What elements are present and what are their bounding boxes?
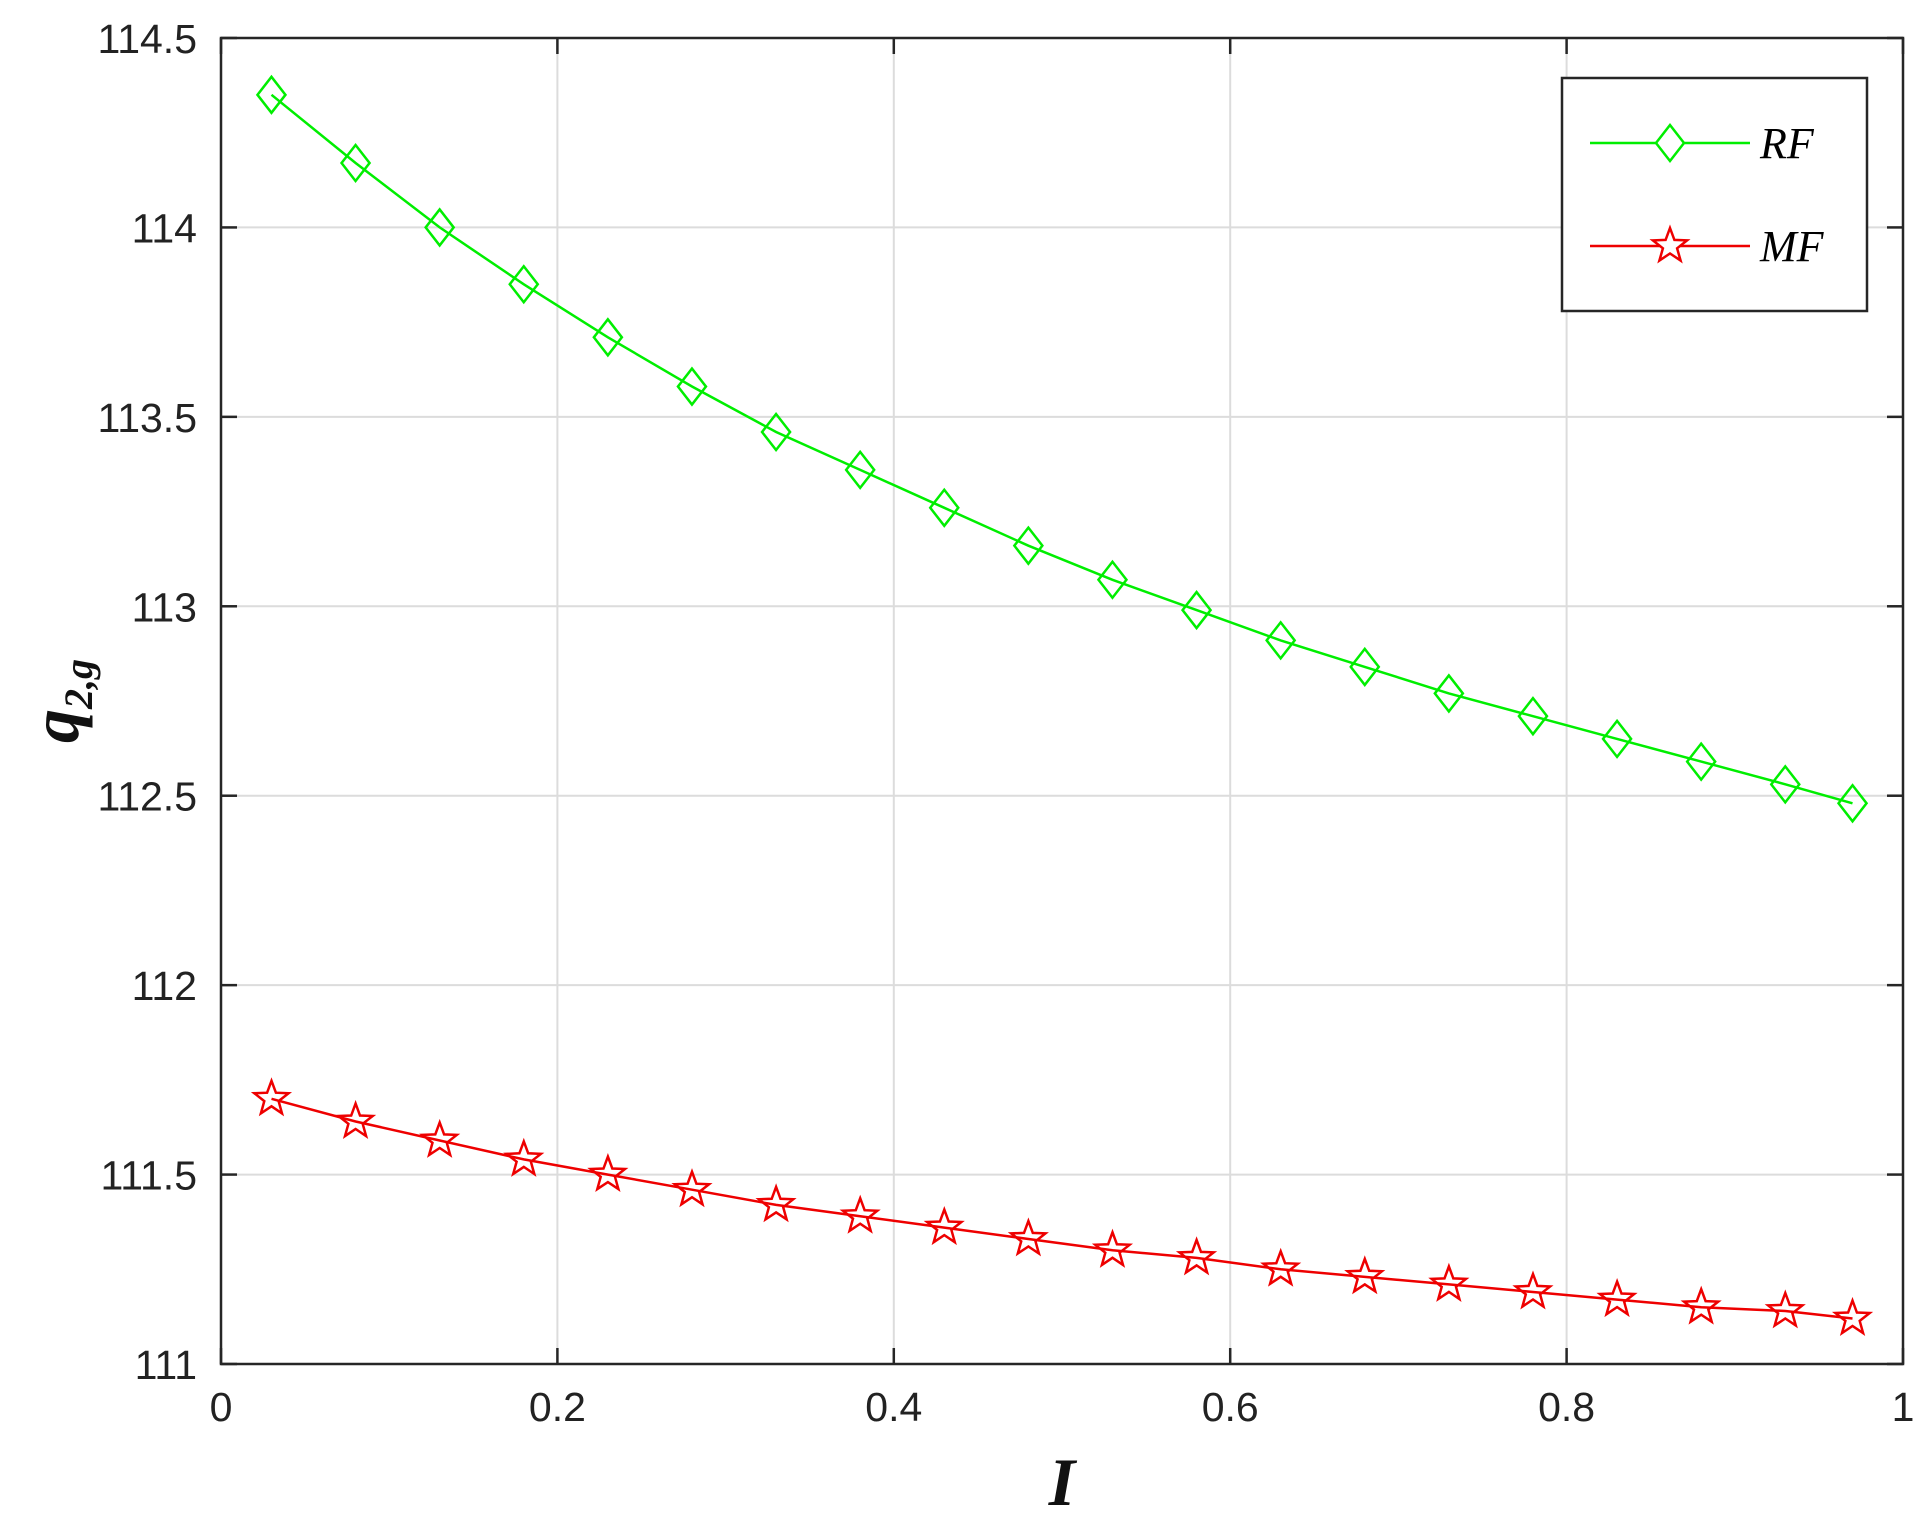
plot-frame [219,36,1905,1366]
data-point-diamond-rf [1769,764,1801,805]
y-axis-title: q2,g [17,659,101,743]
y-tick-label: 114 [132,205,197,251]
legend-box [1560,76,1869,313]
y-tick-label: 112.5 [97,774,197,820]
x-axis-title: I [1048,1444,1078,1520]
data-point-star-mf [671,1168,713,1208]
y-tick-label: 113.5 [97,395,197,441]
y-tick-label: 111.5 [100,1153,197,1199]
y-tick-label: 112 [132,963,197,1009]
data-point-star-mf [1091,1228,1134,1268]
data-point-star-mf [1596,1277,1638,1318]
data-point-star-mf [1175,1236,1218,1276]
legend-label-mf: MF [1759,222,1825,271]
y-tick-label: 114.5 [97,16,197,62]
data-point-diamond-rf [1180,590,1213,631]
data-point-diamond-rf [1601,718,1633,759]
data-point-star-mf [1007,1217,1049,1257]
y-axis-title-main: q [17,709,93,743]
y-tick-label: 111 [135,1342,197,1388]
data-point-star-mf [250,1077,293,1117]
y-tick-label: 113 [132,584,197,630]
data-point-diamond-rf [1433,673,1465,714]
data-point-star-mf [503,1137,545,1177]
x-tick-label: 0 [210,1384,233,1430]
legend-label-rf: RF [1759,119,1815,168]
data-point-diamond-rf [592,317,624,358]
legend-diamond-marker [1654,122,1686,164]
data-point-diamond-rf [255,74,288,115]
data-point-star-mf [419,1118,461,1158]
series-line-mf [271,1097,1853,1320]
x-tick-label: 0.8 [1538,1384,1595,1430]
data-point-diamond-rf [760,411,792,453]
grid-lines [221,38,1903,1364]
data-point-star-mf [1764,1289,1806,1329]
series-line-rf [270,93,1853,805]
series-layer [250,74,1874,1337]
data-point-diamond-rf [508,264,540,305]
data-point-diamond-rf [1265,620,1297,661]
data-point-diamond-rf [424,207,456,248]
data-point-diamond-rf [1836,783,1869,824]
data-point-star-mf [839,1194,881,1234]
data-point-diamond-rf [1349,646,1381,687]
legend: RF MF [1560,76,1869,313]
x-tick-label: 0.4 [865,1384,922,1430]
data-point-star-mf [1260,1247,1302,1287]
data-point-star-mf [1680,1285,1722,1325]
data-point-diamond-rf [844,449,876,490]
axis-ticks: 0 0.2 0.4 0.6 0.8 1111111.5112112.5113113.511… [97,16,1914,1430]
y-axis-title-subscript: 2,g [56,659,101,710]
x-tick-label: 0.2 [529,1384,586,1430]
data-point-star-mf [587,1152,629,1193]
data-point-diamond-rf [1096,559,1129,600]
data-point-diamond-rf [1517,696,1549,737]
data-point-star-mf [1428,1262,1470,1302]
data-point-star-mf [923,1205,965,1246]
legend-star-marker [1649,224,1691,264]
data-point-diamond-rf [1012,525,1044,566]
data-point-star-mf [755,1183,797,1223]
data-point-star-mf [334,1099,377,1140]
data-point-diamond-rf [676,366,708,407]
x-tick-label: 1 [1892,1384,1915,1430]
data-point-diamond-rf [928,487,960,528]
x-tick-label: 0.6 [1202,1384,1259,1430]
data-point-diamond-rf [339,142,372,184]
data-point-star-mf [1831,1296,1874,1337]
data-point-diamond-rf [1685,741,1717,782]
data-point-star-mf [1344,1255,1386,1295]
data-point-star-mf [1512,1270,1554,1310]
